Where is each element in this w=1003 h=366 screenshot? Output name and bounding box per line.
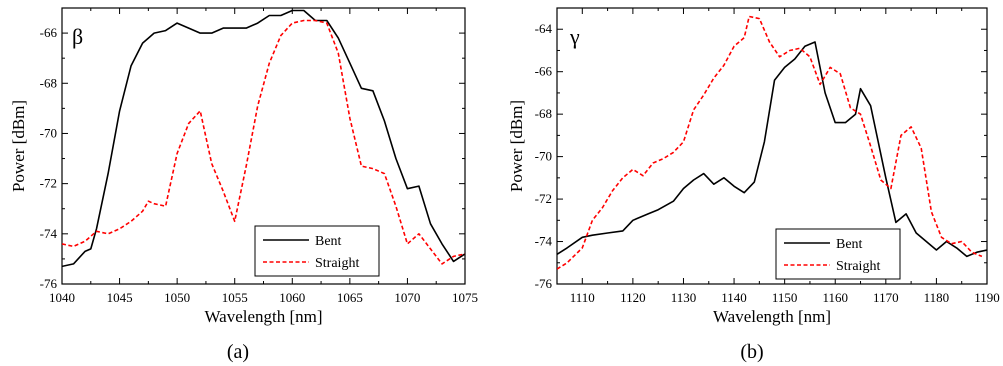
- chart-b-x-tick-label: 1130: [671, 290, 697, 305]
- chart-b-y-tick-label: -70: [535, 149, 552, 164]
- chart-a-y-tick-label: -68: [40, 75, 57, 90]
- chart-b-x-tick-label: 1160: [822, 290, 848, 305]
- chart-b-x-tick-label: 1110: [570, 290, 595, 305]
- chart-panel-a: 1040 1045 1050 1055 1060 1065 1070 1075 -76 -74 -7…: [9, 7, 478, 363]
- chart-b-x-axis-title: Wavelength [nm]: [713, 307, 831, 326]
- chart-a-x-tick-label: 1045: [107, 290, 133, 305]
- chart-b-y-tick-label: -64: [535, 21, 553, 36]
- chart-a-x-axis-title: Wavelength [nm]: [204, 307, 322, 326]
- chart-a-x-tick-label: 1055: [222, 290, 248, 305]
- chart-a-y-axis-title: Power [dBm]: [9, 100, 28, 192]
- chart-b-x-tick-label: 1120: [620, 290, 646, 305]
- chart-a-y-tick-label: -76: [40, 276, 58, 291]
- chart-a-x-tick-label: 1060: [279, 290, 305, 305]
- chart-a-x-tick-label: 1040: [49, 290, 75, 305]
- chart-a-panel-letter: β: [72, 24, 83, 49]
- chart-a-y-tick-label: -66: [40, 25, 58, 40]
- chart-b-series-straight-line: [557, 15, 983, 270]
- chart-b-panel-letter: γ: [569, 24, 580, 49]
- chart-a-x-tick-label: 1050: [164, 290, 190, 305]
- chart-b-x-tick-label: 1150: [772, 290, 798, 305]
- chart-a-x-tick-label: 1065: [337, 290, 363, 305]
- chart-panel-b: 1110 1120 1130 1140 1150 1160 1170 1180 1190 -76 -…: [507, 7, 1000, 363]
- chart-b-legend: Bent Straight: [775, 228, 901, 280]
- chart-b-y-tick-label: -76: [535, 276, 553, 291]
- chart-a-caption: (a): [227, 341, 249, 363]
- chart-a-legend: Bent Straight: [254, 225, 380, 277]
- chart-a-legend-box: [254, 225, 380, 277]
- chart-b-x-tick-label: 1140: [721, 290, 747, 305]
- chart-a-x-tick-label: 1075: [452, 290, 478, 305]
- chart-a-series-bent-line: [62, 9, 465, 268]
- chart-b-caption: (b): [740, 341, 763, 363]
- chart-a-legend-label-bent: Bent: [315, 234, 342, 249]
- chart-b-y-tick-label: -66: [535, 64, 553, 79]
- chart-a-legend-label-straight: Straight: [315, 256, 359, 271]
- chart-b-x-tick-label: 1180: [924, 290, 950, 305]
- chart-a-y-tick-label: -72: [40, 176, 57, 191]
- chart-a-y-tick-label: -70: [40, 125, 57, 140]
- chart-b-y-tick-label: -74: [535, 234, 553, 249]
- chart-b-plot-frame: [556, 7, 988, 285]
- chart-a-y-tick-label: -74: [40, 226, 58, 241]
- chart-b-x-tick-label: 1190: [974, 290, 1000, 305]
- chart-b-legend-box: [775, 228, 901, 280]
- chart-b-x-tick-label: 1170: [873, 290, 899, 305]
- chart-b-y-tick-label: -72: [535, 191, 552, 206]
- chart-b-series-bent-line: [557, 41, 987, 258]
- chart-b-legend-label-straight: Straight: [836, 259, 880, 274]
- chart-a-x-tick-label: 1070: [394, 290, 420, 305]
- chart-b-legend-label-bent: Bent: [836, 237, 863, 252]
- chart-b-y-axis-title: Power [dBm]: [507, 100, 526, 192]
- chart-b-y-tick-label: -68: [535, 106, 552, 121]
